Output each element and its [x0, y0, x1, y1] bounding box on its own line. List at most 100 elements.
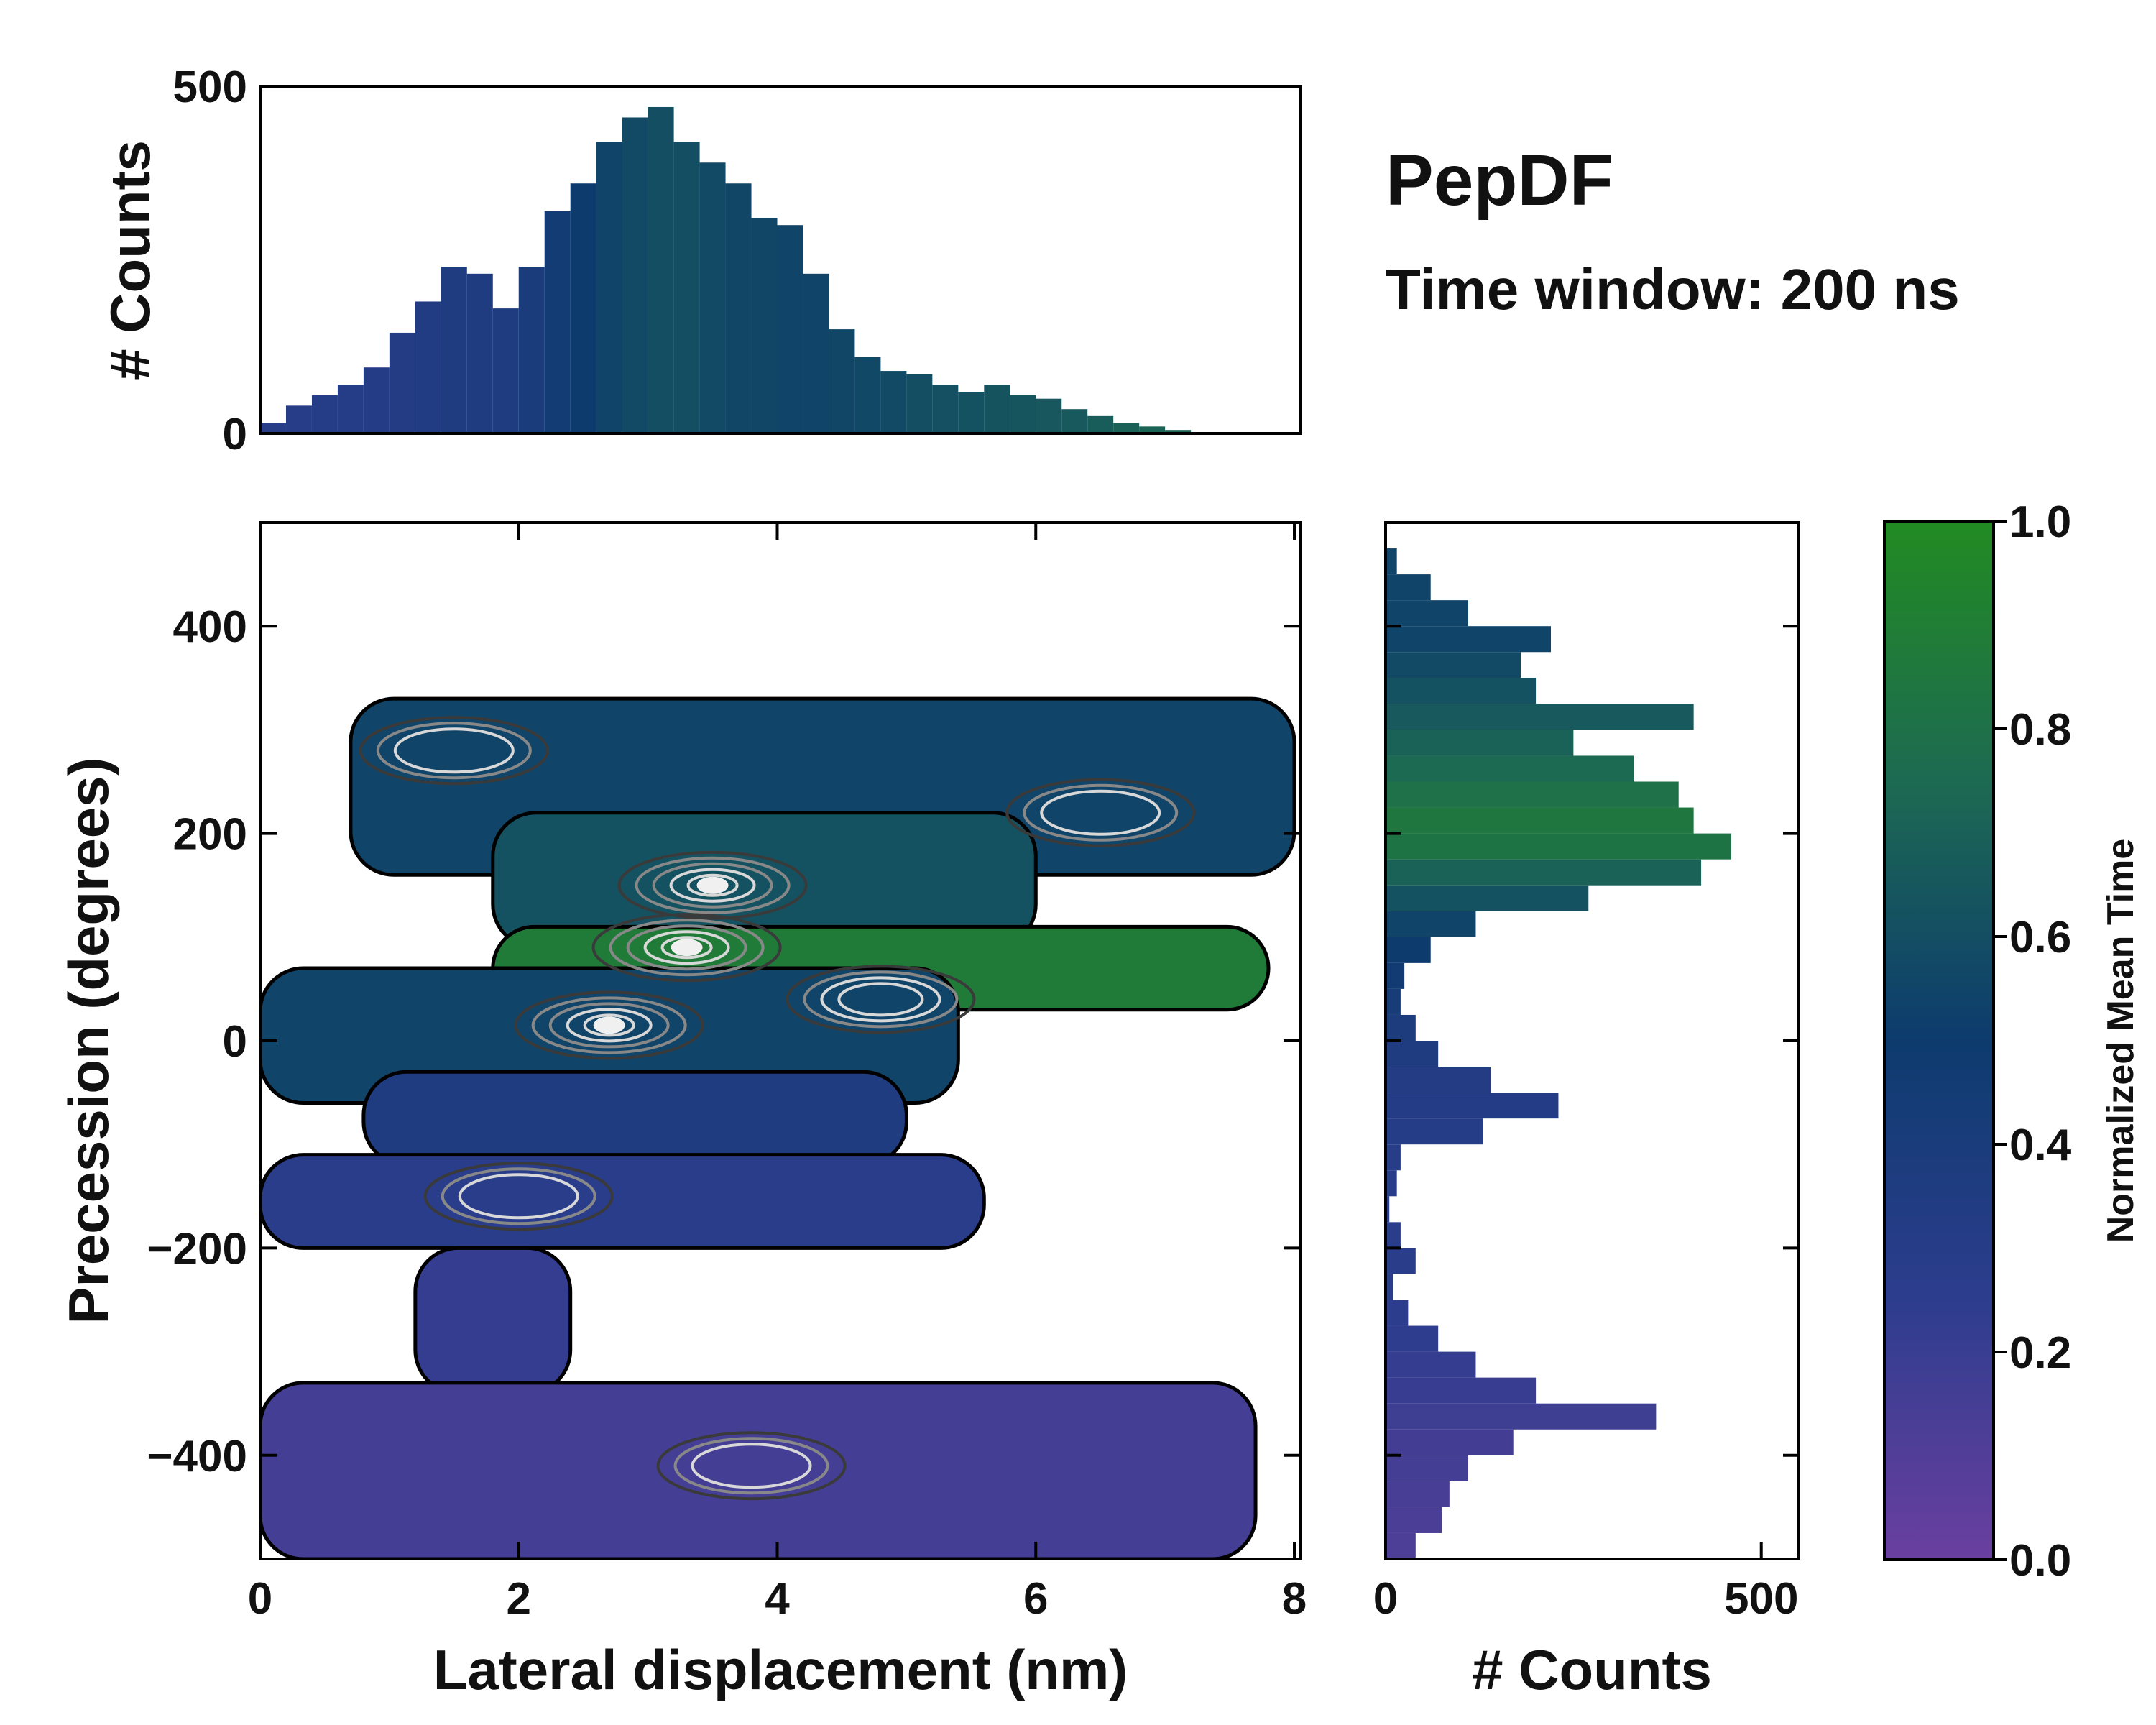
top-histogram-bar: [1010, 395, 1036, 433]
top-histogram-bar: [958, 392, 985, 433]
density-contour: [673, 1437, 829, 1495]
top-histogram-bar: [518, 267, 545, 433]
right-histogram-bar: [1386, 1429, 1514, 1455]
x-tick-label: 8: [1282, 1574, 1307, 1624]
right-histogram-x-tick-label: 500: [1724, 1574, 1798, 1624]
top-histogram-bar: [441, 267, 467, 433]
top-histogram-bar: [285, 405, 312, 433]
density-contour: [514, 990, 704, 1060]
density-peak: [696, 876, 729, 894]
top-histogram-bar: [1087, 415, 1114, 433]
right-histogram-bar: [1386, 574, 1431, 601]
top-histogram-bar: [363, 367, 390, 433]
right-histogram-bar: [1386, 1481, 1450, 1507]
y-tick-label: 200: [173, 810, 247, 860]
colorbar-tick-label: 0.4: [2009, 1121, 2072, 1170]
density-contour: [1005, 778, 1196, 847]
colorbar-tick-label: 0.2: [2009, 1328, 2071, 1378]
right-histogram-bar: [1386, 1092, 1559, 1119]
top-histogram-frame: [259, 85, 1302, 435]
top-histogram-bar: [337, 385, 364, 433]
density-contour: [548, 1002, 670, 1049]
density-peak: [671, 939, 703, 957]
density-contour: [660, 936, 713, 960]
right-histogram-bar: [1386, 730, 1574, 756]
right-histogram-bar: [1386, 1506, 1442, 1533]
x-axis-label: Lateral displacement (nm): [433, 1638, 1128, 1701]
density-contour: [609, 919, 765, 977]
density-contour: [652, 862, 773, 908]
chart-subtitle: Time window: 200 ns: [1386, 257, 1960, 321]
right-histogram-bar: [1386, 600, 1468, 627]
density-contour: [423, 1162, 614, 1231]
main-2d-histogram: 0 2 4 6 8 −400 −200 0 200 400 Lateral displacemen…: [57, 521, 1307, 1701]
top-histogram: 0 500 # Counts: [98, 63, 1302, 459]
density-contour: [566, 1008, 653, 1043]
density-contour: [643, 930, 730, 965]
top-histogram-bar: [311, 395, 338, 433]
density-contour: [583, 1013, 635, 1037]
density-contour: [803, 970, 959, 1029]
density-contour: [691, 1443, 812, 1489]
right-histogram-bar: [1386, 1351, 1476, 1378]
top-histogram-bar: [880, 371, 907, 433]
colorbar-tick-label: 0.0: [2009, 1536, 2071, 1586]
right-histogram-bar: [1386, 1222, 1401, 1248]
right-histogram-x-axis-label: # Counts: [1472, 1638, 1712, 1701]
right-histogram-bar: [1386, 1403, 1657, 1430]
heatmap-region-band-neg: [361, 1070, 908, 1167]
right-histogram-bar: [1386, 1300, 1409, 1326]
right-histogram-bar: [1386, 885, 1589, 911]
right-histogram-bar: [1386, 781, 1679, 808]
top-histogram-y-tick-label: 0: [223, 410, 247, 459]
top-histogram-bar: [803, 273, 829, 433]
right-histogram-bar: [1386, 1274, 1393, 1300]
right-histogram: 0 500 # Counts: [1373, 521, 1800, 1701]
colorbar-tick-label: 1.0: [2009, 497, 2071, 547]
top-histogram-bar: [492, 308, 519, 433]
y-tick-label: −200: [147, 1224, 247, 1274]
top-histogram-bar: [622, 117, 648, 433]
right-histogram-bar: [1386, 1196, 1390, 1223]
y-tick-label: 400: [173, 602, 247, 652]
top-histogram-bar: [854, 356, 881, 433]
top-histogram-bar: [389, 332, 415, 433]
colorbar-tick-label: 0.8: [2009, 705, 2071, 755]
top-histogram-bar: [648, 106, 674, 434]
top-histogram-bar: [829, 329, 855, 433]
right-histogram-bar: [1386, 807, 1694, 834]
right-histogram-bar: [1386, 962, 1405, 989]
density-contour: [656, 1431, 847, 1501]
top-histogram-bar: [751, 218, 778, 433]
colorbar-tick-label: 0.6: [2009, 913, 2071, 962]
heatmap-region-band-minus-150: [260, 1153, 986, 1250]
y-tick-label: 0: [223, 1017, 247, 1067]
density-contour: [1023, 783, 1179, 842]
right-histogram-bar: [1386, 1455, 1468, 1481]
right-histogram-bar: [1386, 1532, 1416, 1559]
x-tick-label: 4: [765, 1574, 790, 1624]
density-contour: [626, 924, 747, 971]
right-histogram-bar: [1386, 704, 1694, 730]
top-histogram-bar: [673, 142, 700, 433]
right-histogram-bar: [1386, 911, 1476, 937]
heatmap-region-band-minus-300: [413, 1246, 573, 1395]
top-histogram-bar: [260, 423, 286, 433]
right-histogram-bar: [1386, 937, 1431, 963]
density-contour: [1040, 789, 1161, 836]
right-histogram-bar: [1386, 1144, 1401, 1171]
density-contour: [441, 1167, 596, 1225]
density-contour: [376, 722, 532, 780]
right-histogram-bar: [1386, 1377, 1537, 1404]
top-histogram-bar: [932, 385, 959, 433]
top-histogram-bar: [1061, 409, 1088, 433]
right-histogram-bar: [1386, 652, 1521, 678]
top-histogram-bar: [1139, 426, 1166, 433]
right-histogram-bar: [1386, 1067, 1491, 1093]
right-histogram-bar: [1386, 626, 1551, 653]
top-histogram-bar: [544, 211, 571, 433]
top-histogram-bar: [1036, 398, 1062, 433]
right-histogram-bar: [1386, 1014, 1416, 1041]
right-histogram-bar: [1386, 988, 1401, 1015]
